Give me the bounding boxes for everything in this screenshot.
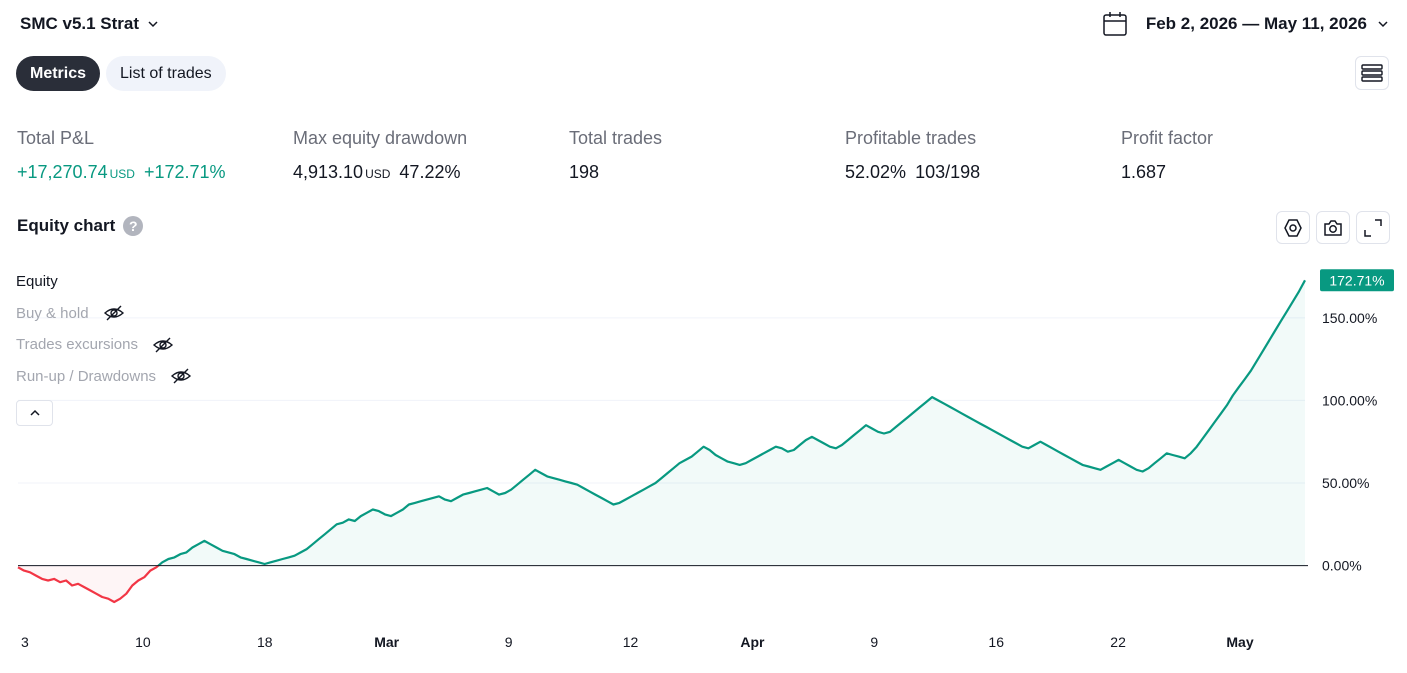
metric-percent: 47.22%	[399, 162, 461, 182]
expand-icon	[1364, 218, 1382, 237]
legend-label: Equity	[16, 273, 58, 291]
equity-line-positive	[157, 279, 1306, 567]
x-tick-label: 9	[505, 634, 513, 650]
legend-item-trades-excursions[interactable]: Trades excursions	[16, 329, 192, 361]
metric-max-drawdown: Max equity drawdown 4,913.10 USD 47.22%	[293, 128, 569, 183]
y-tick-label: 100.00%	[1322, 392, 1377, 408]
metrics-summary: Total P&L +17,270.74 USD +172.71% Max equ…	[17, 128, 1397, 183]
x-tick-label: May	[1226, 634, 1253, 650]
x-tick-label: Apr	[740, 634, 765, 650]
metric-value-row: 4,913.10 USD 47.22%	[293, 162, 569, 183]
y-tick-label: 150.00%	[1322, 310, 1377, 326]
x-tick-label: 12	[623, 634, 639, 650]
value-unit: USD	[109, 167, 135, 181]
top-bar: SMC v5.1 Strat Feb 2, 2026 — May 11, 202…	[0, 0, 1407, 52]
x-tick-label: 18	[257, 634, 273, 650]
chart-legend: Equity Buy & hold Trades excursions Run-…	[16, 266, 192, 426]
metric-label: Profit factor	[1121, 128, 1214, 148]
metric-profit-factor: Profit factor 1.687	[1121, 128, 1397, 183]
screenshot-button[interactable]	[1316, 211, 1350, 244]
y-tick-label: 50.00%	[1322, 475, 1369, 491]
metric-value: 4,913.10 USD	[293, 162, 390, 183]
metric-value-row: 52.02% 103/198	[845, 162, 1121, 183]
y-tick-label: 0.00%	[1322, 558, 1362, 574]
legend-collapse-button[interactable]	[16, 400, 53, 426]
x-tick-label: 22	[1110, 634, 1126, 650]
metric-value: 1.687	[1121, 162, 1167, 182]
metric-value-row: 198	[569, 162, 845, 183]
legend-item-buy-hold[interactable]: Buy & hold	[16, 298, 192, 330]
strategy-name: SMC v5.1 Strat	[20, 14, 140, 33]
list-icon	[1361, 64, 1383, 82]
equity-area-negative	[18, 565, 159, 602]
strategy-selector[interactable]: SMC v5.1 Strat	[20, 14, 159, 34]
metric-profitable-trades: Profitable trades 52.02% 103/198	[845, 128, 1121, 183]
x-tick-label: 10	[135, 634, 151, 650]
chevron-up-icon	[29, 409, 40, 416]
x-tick-label: 16	[988, 634, 1004, 650]
legend-label: Buy & hold	[16, 304, 89, 322]
value-unit: USD	[365, 167, 391, 181]
last-value-badge-bg	[1320, 269, 1394, 292]
equity-line-negative	[17, 564, 159, 604]
eye-off-icon[interactable]	[152, 334, 174, 356]
value-number: +17,270.74	[17, 162, 108, 182]
metric-label: Total trades	[569, 128, 663, 148]
chart-grid	[18, 317, 1305, 484]
metric-value-row: +17,270.74 USD +172.71%	[17, 162, 293, 183]
tab-metrics[interactable]: Metrics	[16, 56, 101, 91]
metric-label: Total P&L	[17, 128, 95, 148]
x-tick-label: 3	[21, 634, 29, 650]
chart-settings-button[interactable]	[1276, 211, 1310, 244]
layout-menu-button[interactable]	[1355, 56, 1389, 90]
fullscreen-button[interactable]	[1356, 211, 1390, 244]
legend-label: Trades excursions	[16, 336, 138, 354]
metric-percent: 52.02%	[845, 162, 907, 182]
equity-area-positive	[158, 280, 1305, 566]
camera-icon	[1324, 219, 1342, 236]
x-tick-label: 9	[870, 634, 878, 650]
legend-item-runup-drawdowns[interactable]: Run-up / Drawdowns	[16, 361, 192, 393]
metric-total-trades: Total trades 198	[569, 128, 845, 183]
legend-item-equity[interactable]: Equity	[16, 266, 192, 298]
eye-off-icon[interactable]	[170, 365, 192, 387]
chart-toolbar	[1276, 211, 1390, 244]
equity-chart-title: Equity chart	[17, 216, 116, 235]
metric-percent: +172.71%	[143, 162, 226, 182]
hexagon-settings-icon	[1284, 218, 1302, 237]
help-icon[interactable]: ?	[123, 216, 144, 236]
metric-label: Max equity drawdown	[293, 128, 468, 148]
chevron-down-icon	[148, 21, 158, 28]
eye-off-icon[interactable]	[103, 302, 125, 324]
metric-total-pnl: Total P&L +17,270.74 USD +172.71%	[17, 128, 293, 183]
metric-value: +17,270.74 USD	[17, 162, 135, 183]
x-tick-label: Mar	[374, 634, 399, 650]
date-range-text: Feb 2, 2026 — May 11, 2026	[1145, 14, 1367, 33]
metric-label: Profitable trades	[845, 128, 977, 148]
metric-value: 198	[569, 162, 600, 182]
view-tabs: Metrics List of trades	[16, 56, 226, 91]
equity-lines	[17, 279, 1306, 604]
calendar-icon	[1103, 12, 1127, 36]
last-value-label: 172.71%	[1329, 272, 1384, 288]
metric-ratio: 103/198	[915, 162, 981, 182]
last-value-badge: 172.71%	[1320, 269, 1394, 292]
metric-value-row: 1.687	[1121, 162, 1397, 183]
date-range-selector[interactable]: Feb 2, 2026 — May 11, 2026	[1102, 11, 1389, 37]
y-axis: 150.00% 100.00% 50.00% 0.00%	[1322, 310, 1377, 574]
value-number: 4,913.10	[293, 162, 364, 182]
legend-label: Run-up / Drawdowns	[16, 367, 157, 385]
chevron-down-icon	[1378, 21, 1388, 28]
equity-chart[interactable]: 150.00% 100.00% 50.00% 0.00% 3 10 18 Mar 9 12 Apr…	[0, 250, 1407, 673]
tab-list-of-trades[interactable]: List of trades	[106, 56, 226, 91]
equity-chart-header: Equity chart ?	[17, 216, 144, 236]
x-axis: 3 10 18 Mar 9 12 Apr 9 16 22 May	[21, 634, 1254, 650]
